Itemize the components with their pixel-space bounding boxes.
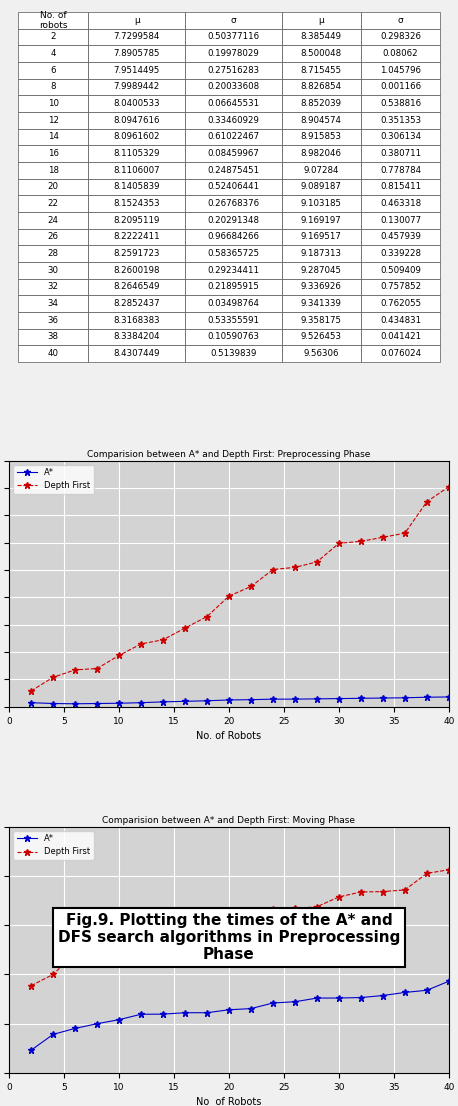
Depth First xyxy=(50,670,56,684)
A* xyxy=(292,692,298,706)
Depth First xyxy=(248,908,254,921)
Depth First xyxy=(424,867,430,880)
Line: Depth First: Depth First xyxy=(27,866,453,989)
A* xyxy=(94,697,100,710)
Depth First xyxy=(358,534,364,547)
A* xyxy=(204,695,210,708)
Depth First xyxy=(424,495,430,509)
A* xyxy=(358,991,364,1004)
A* xyxy=(72,1022,78,1035)
A* xyxy=(160,696,166,709)
A* xyxy=(50,1027,56,1041)
Line: Depth First: Depth First xyxy=(27,483,453,695)
Depth First xyxy=(380,885,386,898)
Depth First xyxy=(402,884,408,897)
Depth First xyxy=(94,936,100,949)
Depth First xyxy=(204,609,210,623)
Depth First xyxy=(204,911,210,925)
Title: Comparision between A* and Depth First: Moving Phase: Comparision between A* and Depth First: … xyxy=(103,815,355,825)
Depth First xyxy=(336,890,342,904)
A* xyxy=(336,692,342,706)
A* xyxy=(424,690,430,703)
A* xyxy=(226,1003,232,1016)
A* xyxy=(116,697,122,710)
A* xyxy=(314,991,320,1004)
Depth First xyxy=(182,920,188,933)
A* xyxy=(402,691,408,705)
A* xyxy=(226,693,232,707)
Legend: A*, Depth First: A*, Depth First xyxy=(13,465,93,493)
Depth First xyxy=(160,633,166,646)
Line: A*: A* xyxy=(27,978,453,1054)
Depth First xyxy=(314,555,320,568)
Depth First xyxy=(380,531,386,544)
Text: Fig.9. Plotting the times of the A* and
DFS search algorithms in Preprocessing
P: Fig.9. Plotting the times of the A* and … xyxy=(58,912,400,962)
A* xyxy=(72,697,78,710)
Depth First xyxy=(116,933,122,947)
A* xyxy=(336,991,342,1004)
A* xyxy=(116,1013,122,1026)
A* xyxy=(160,1008,166,1021)
Depth First xyxy=(50,968,56,981)
Depth First xyxy=(226,589,232,603)
Depth First xyxy=(446,480,452,493)
A* xyxy=(248,693,254,707)
Depth First xyxy=(292,561,298,574)
A* xyxy=(380,691,386,705)
A* xyxy=(28,1044,34,1057)
A* xyxy=(28,696,34,709)
Depth First xyxy=(160,927,166,940)
A* xyxy=(270,997,276,1010)
A* xyxy=(292,995,298,1009)
A* xyxy=(182,1006,188,1020)
A* xyxy=(446,690,452,703)
A* xyxy=(424,983,430,997)
Title: Comparision between A* and Depth First: Preprocessing Phase: Comparision between A* and Depth First: … xyxy=(87,449,371,459)
Depth First xyxy=(270,563,276,576)
A* xyxy=(138,1008,144,1021)
Depth First xyxy=(226,910,232,924)
A* xyxy=(50,697,56,710)
Depth First xyxy=(116,649,122,662)
A* xyxy=(138,696,144,709)
Depth First xyxy=(72,947,78,960)
A* xyxy=(182,695,188,708)
Depth First xyxy=(402,526,408,540)
Depth First xyxy=(72,664,78,677)
A* xyxy=(446,974,452,988)
A* xyxy=(248,1002,254,1015)
A* xyxy=(314,692,320,706)
Depth First xyxy=(446,863,452,876)
A* xyxy=(204,1006,210,1020)
Depth First xyxy=(270,901,276,915)
Depth First xyxy=(314,900,320,914)
A* xyxy=(380,989,386,1002)
Depth First xyxy=(182,622,188,635)
Depth First xyxy=(358,886,364,899)
Legend: A*, Depth First: A*, Depth First xyxy=(13,831,93,859)
X-axis label: No. of Robots: No. of Robots xyxy=(196,731,262,741)
A* xyxy=(358,691,364,705)
A* xyxy=(402,985,408,999)
Depth First xyxy=(138,637,144,650)
Line: A*: A* xyxy=(27,693,453,707)
Depth First xyxy=(138,928,144,941)
Depth First xyxy=(28,979,34,992)
Depth First xyxy=(292,901,298,915)
Depth First xyxy=(248,580,254,593)
X-axis label: No  of Robots: No of Robots xyxy=(196,1097,262,1106)
A* xyxy=(94,1018,100,1031)
Depth First xyxy=(94,661,100,675)
Depth First xyxy=(28,685,34,698)
A* xyxy=(270,692,276,706)
Depth First xyxy=(336,536,342,550)
